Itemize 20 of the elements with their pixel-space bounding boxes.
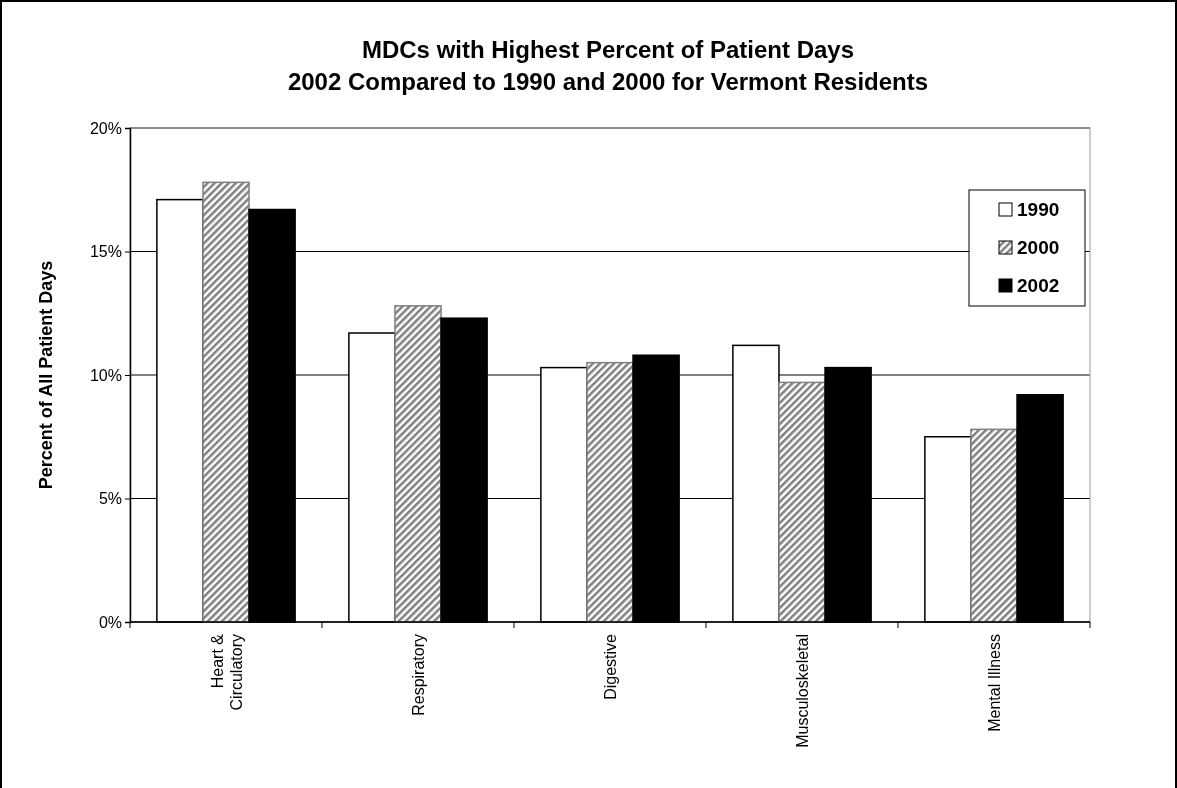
y-tick-label: 10%	[89, 366, 122, 384]
bar	[778, 381, 826, 623]
chart-title: MDCs with Highest Percent of Patient Days 2002 Compared to 1990 and 2000 for Vermont Residents	[287, 36, 929, 95]
bar	[394, 305, 442, 623]
legend-label: 2000	[1017, 237, 1060, 258]
y-tick-label: 15%	[89, 243, 122, 261]
legend-label: 1990	[1017, 199, 1060, 220]
x-tick-label: Digestive	[602, 633, 619, 700]
x-tick-label: Mental Illness	[986, 634, 1003, 732]
bar	[202, 181, 250, 623]
bar	[970, 428, 1018, 623]
x-tick-label: Musculoskeletal	[794, 634, 811, 748]
y-tick-label: 20%	[89, 119, 122, 137]
bar	[586, 361, 634, 623]
legend-label: 2002	[1017, 275, 1060, 296]
x-tick-label: Heart & Circulatory	[208, 633, 245, 711]
y-tick-label: 0%	[98, 613, 122, 631]
y-axis-title: Percent of All Patient Days	[36, 260, 56, 490]
y-tick-label: 5%	[98, 490, 122, 508]
x-tick-label: Respiratory	[410, 634, 427, 716]
